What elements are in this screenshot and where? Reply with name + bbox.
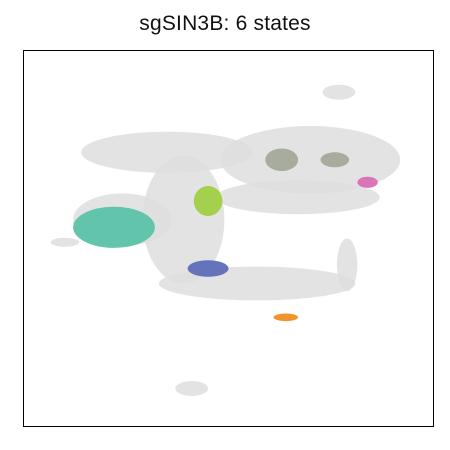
state-cluster-4 [265,148,299,172]
state-cluster-3 [187,260,229,277]
state-cluster-5 [320,152,350,168]
background-cluster-upper-left-band [81,131,253,173]
background-cluster-upper-right-arc [220,126,401,194]
background-cluster-left-streak [50,237,80,247]
background-cluster-bottom-blob [175,381,209,396]
umap-scatter [50,84,401,396]
state-cluster-6 [357,176,378,188]
chart-title: sgSIN3B: 6 states [139,12,311,35]
state-cluster-2 [193,186,223,216]
background-cluster-top-center-ring [322,84,356,100]
background-cluster-right-lower-arc [216,180,380,215]
state-cluster-7 [273,313,299,322]
background-cluster-lower-right-arm [336,238,358,292]
background-cluster-center-lower-band [158,266,356,301]
plot-area [23,50,434,427]
state-cluster-1 [73,206,155,248]
